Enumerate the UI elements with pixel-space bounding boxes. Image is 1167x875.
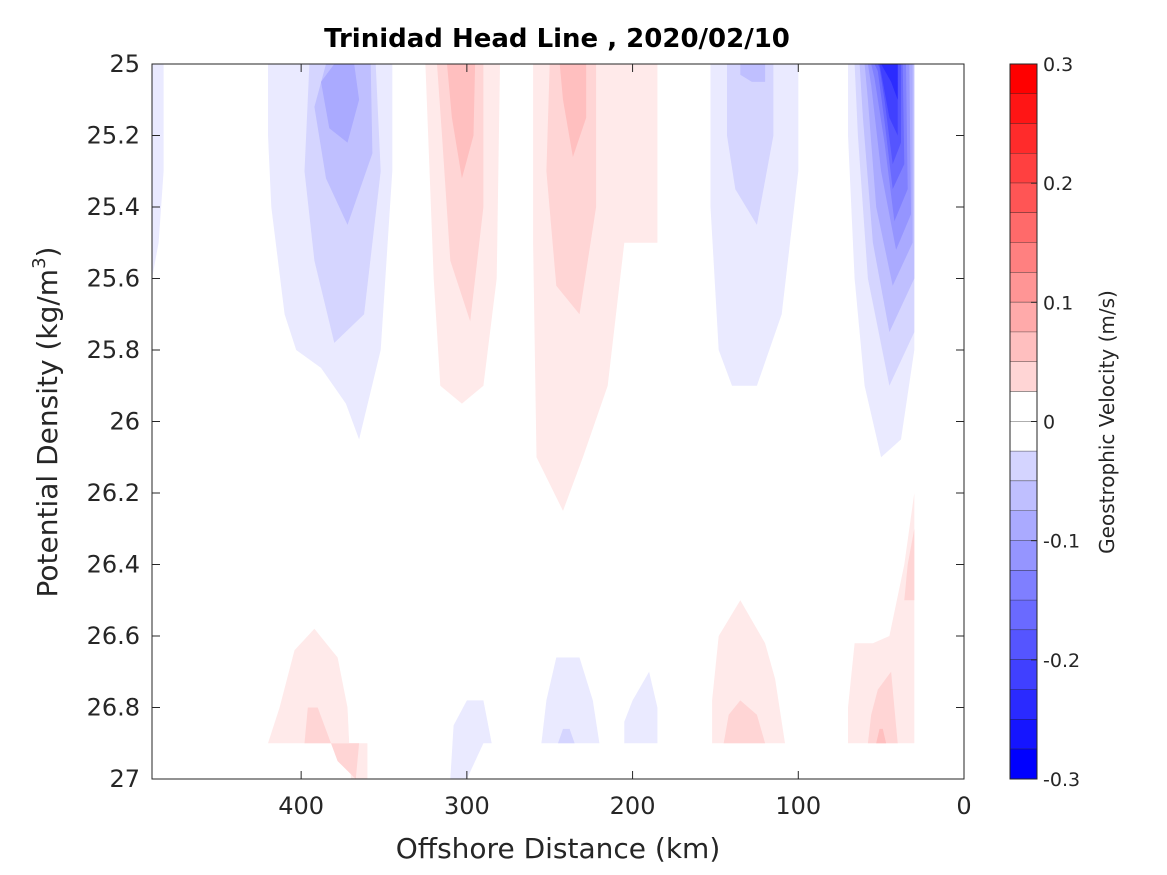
colorbar-tick-label: -0.3 bbox=[1043, 769, 1080, 791]
positive-velocity-region bbox=[867, 671, 898, 744]
y-tick-label: 26.6 bbox=[87, 622, 140, 650]
colorbar-band bbox=[1010, 64, 1037, 94]
x-tick-label: 200 bbox=[610, 792, 656, 820]
negative-velocity-region bbox=[152, 64, 164, 279]
chart-title: Trinidad Head Line , 2020/02/10 bbox=[324, 24, 790, 54]
colorbar-band bbox=[1010, 689, 1037, 720]
colorbar-band bbox=[1010, 540, 1037, 571]
positive-velocity-region bbox=[848, 493, 915, 744]
x-axis: 400 300 200 100 0 bbox=[278, 64, 972, 820]
y-axis: 25 25.2 25.4 25.6 25.8 26 26.2 26.4 26.6 26.8 27 bbox=[87, 50, 964, 793]
y-tick-label: 26.8 bbox=[87, 694, 140, 722]
negative-velocity-region bbox=[740, 64, 766, 82]
negative-velocity-region bbox=[558, 728, 575, 744]
colorbar-tick-label: 0.1 bbox=[1043, 292, 1073, 314]
colorbar-band bbox=[1010, 272, 1037, 303]
negative-velocity-region bbox=[624, 671, 658, 744]
negative-velocity-region bbox=[727, 64, 774, 225]
colorbar-tick-label: 0.3 bbox=[1043, 54, 1073, 76]
y-tick-label: 25.8 bbox=[87, 336, 140, 364]
colorbar-band bbox=[1010, 361, 1037, 392]
y-tick-label: 27 bbox=[109, 765, 140, 793]
colorbar-band bbox=[1010, 749, 1037, 779]
colorbar-band bbox=[1010, 302, 1037, 333]
colorbar-band bbox=[1010, 600, 1037, 631]
positive-velocity-region bbox=[712, 600, 785, 744]
negative-velocity-region bbox=[321, 64, 360, 143]
colorbar-label: Geostrophic Velocity (m/s) bbox=[1095, 290, 1119, 554]
y-tick-label: 26.2 bbox=[87, 479, 140, 507]
positive-velocity-region bbox=[304, 707, 360, 779]
x-tick-label: 400 bbox=[278, 792, 324, 820]
y-tick-label: 25 bbox=[109, 50, 140, 78]
colorbar-band bbox=[1010, 719, 1037, 750]
colorbar-band bbox=[1010, 659, 1037, 690]
colorbar-tick-label: 0.2 bbox=[1043, 173, 1073, 195]
positive-velocity-region bbox=[904, 528, 915, 601]
colorbar-band bbox=[1010, 183, 1037, 213]
negative-velocity-region bbox=[541, 657, 600, 744]
colorbar-band bbox=[1010, 630, 1037, 660]
colorbar-band bbox=[1010, 570, 1037, 601]
y-axis-label: Potential Density (kg/m3) bbox=[29, 247, 64, 598]
positive-velocity-region bbox=[876, 728, 887, 744]
positive-velocity-region bbox=[546, 64, 597, 315]
y-tick-label: 26.4 bbox=[87, 551, 140, 579]
negative-velocity-region bbox=[450, 700, 492, 779]
colorbar-band bbox=[1010, 93, 1037, 124]
y-tick-label: 25.6 bbox=[87, 265, 140, 293]
colorbar-band bbox=[1010, 510, 1037, 541]
colorbar-band bbox=[1010, 212, 1037, 243]
colorbar-band bbox=[1010, 391, 1037, 422]
x-tick-label: 0 bbox=[956, 792, 971, 820]
colorbar-band bbox=[1010, 481, 1037, 511]
colorbar bbox=[1010, 64, 1037, 780]
colorbar-band bbox=[1010, 421, 1037, 452]
negative-velocity-region bbox=[881, 64, 898, 100]
y-tick-label: 26 bbox=[109, 408, 140, 436]
x-axis-label: Offshore Distance (km) bbox=[396, 832, 721, 865]
y-tick-label: 25.4 bbox=[87, 193, 140, 221]
colorbar-ticks: 0.3 0.2 0.1 0 -0.1 -0.2 -0.3 bbox=[1031, 54, 1080, 791]
colorbar-band bbox=[1010, 123, 1037, 154]
positive-velocity-region bbox=[447, 64, 476, 179]
y-tick-label: 25.2 bbox=[87, 122, 140, 150]
x-tick-label: 300 bbox=[444, 792, 490, 820]
plot-area bbox=[152, 64, 915, 779]
colorbar-band bbox=[1010, 153, 1037, 184]
positive-velocity-region bbox=[559, 64, 587, 157]
positive-velocity-region bbox=[268, 628, 368, 779]
colorbar-tick-label: 0 bbox=[1043, 412, 1055, 434]
colorbar-tick-label: -0.2 bbox=[1043, 650, 1080, 672]
positive-velocity-region bbox=[723, 700, 766, 744]
colorbar-band bbox=[1010, 451, 1037, 482]
x-tick-label: 100 bbox=[775, 792, 821, 820]
colorbar-band bbox=[1010, 242, 1037, 273]
colorbar-band bbox=[1010, 332, 1037, 362]
colorbar-tick-label: -0.1 bbox=[1043, 531, 1080, 553]
